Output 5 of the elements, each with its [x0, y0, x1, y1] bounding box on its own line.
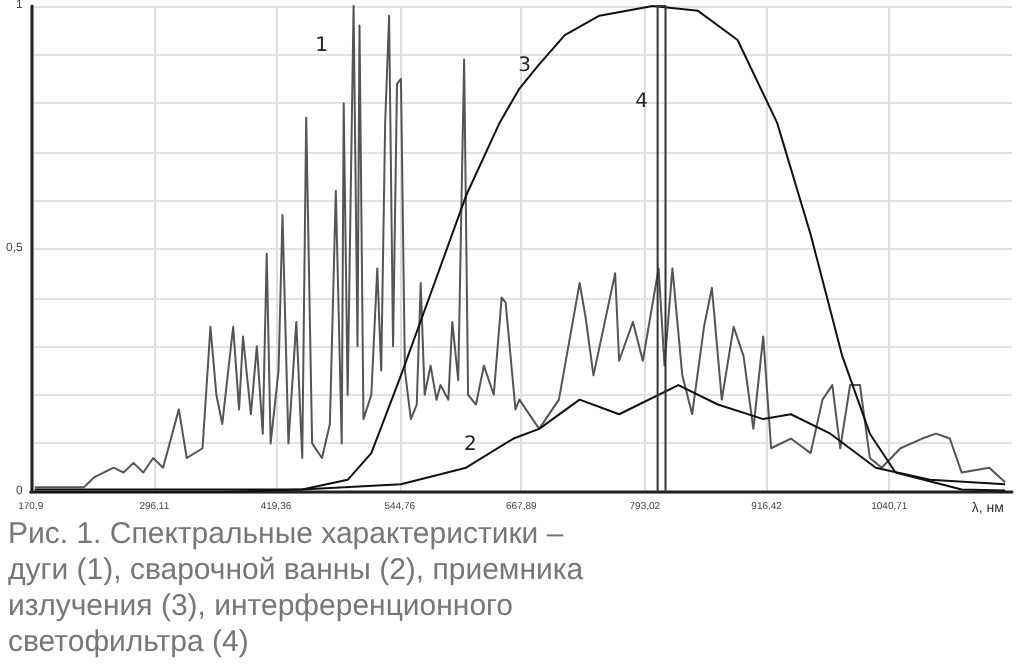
series-label: 2	[463, 434, 477, 457]
text: Рис. 1. Спектральные характеристики – дуги (1), сварочной ванны (2), приемника излучения (3), интерференционного светофильтра (4)	[8, 517, 592, 659]
series-label: 4	[635, 91, 648, 113]
series-label: 1	[315, 35, 328, 57]
series-label: 3	[518, 55, 532, 77]
